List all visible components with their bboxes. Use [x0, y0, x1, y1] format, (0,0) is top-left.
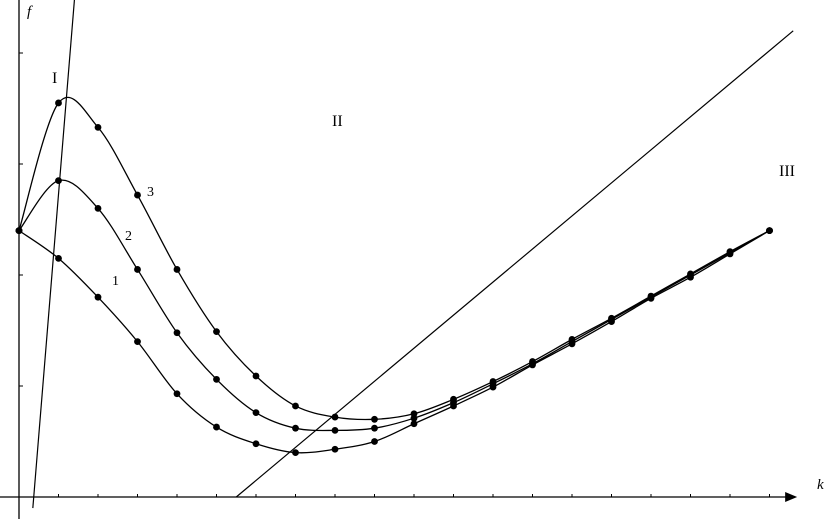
data-point-series-3 — [292, 402, 299, 410]
data-point-series-1 — [173, 390, 181, 398]
region-label-II: II — [332, 113, 343, 130]
data-point-series-3 — [687, 270, 694, 278]
reference-lines — [32, 0, 794, 509]
data-point-series-3 — [371, 415, 378, 423]
data-point-series-3 — [410, 410, 418, 418]
region-label-III: III — [779, 163, 795, 180]
data-point-series-3 — [213, 328, 220, 336]
data-point-series-1 — [292, 449, 299, 456]
axes — [0, 0, 798, 519]
data-points — [15, 99, 773, 456]
data-point-series-3 — [252, 372, 260, 380]
data-point-series-3 — [94, 123, 102, 131]
x-axis-label: k — [817, 477, 824, 493]
data-point-series-1 — [371, 438, 378, 445]
data-point-series-2 — [331, 427, 339, 434]
data-point-series-2 — [371, 424, 378, 432]
x-axis-arrow — [785, 492, 798, 502]
data-point-series-3 — [173, 266, 181, 273]
data-point-series-3 — [55, 99, 62, 107]
y-axis-label: f — [27, 4, 33, 20]
data-point-series-1 — [213, 423, 220, 431]
series-line-2 — [18, 179, 770, 432]
data-point-series-3 — [529, 358, 536, 365]
curve-label-2: 2 — [125, 229, 132, 244]
data-point-series-2 — [213, 375, 220, 383]
data-point-series-3 — [450, 395, 457, 403]
curves — [18, 96, 770, 454]
data-point-series-1 — [410, 420, 418, 428]
data-point-series-1 — [94, 293, 102, 301]
data-point-series-2 — [252, 409, 260, 417]
data-point-series-2 — [134, 266, 141, 273]
data-point-series-3 — [15, 227, 23, 235]
data-point-series-3 — [608, 314, 615, 322]
data-point-series-3 — [489, 378, 497, 385]
data-point-series-2 — [173, 329, 181, 337]
data-point-series-2 — [55, 177, 62, 185]
data-point-series-1 — [55, 254, 62, 262]
reference-line-II — [235, 30, 794, 498]
data-point-series-2 — [94, 205, 102, 212]
curve-label-1: 1 — [112, 274, 119, 289]
data-point-series-3 — [726, 248, 734, 256]
curve-label-3: 3 — [147, 185, 154, 200]
region-label-I: I — [52, 70, 57, 87]
data-point-series-3 — [331, 413, 339, 421]
reference-line-I — [32, 0, 76, 509]
data-point-series-3 — [647, 292, 655, 300]
data-point-series-3 — [568, 335, 576, 343]
data-point-series-1 — [252, 440, 260, 448]
data-point-series-2 — [292, 424, 299, 432]
data-point-series-1 — [331, 445, 339, 453]
data-point-series-1 — [134, 338, 141, 345]
axis-ticks — [19, 52, 770, 497]
series-line-1 — [18, 230, 770, 454]
data-point-series-3 — [134, 191, 141, 199]
data-point-series-3 — [766, 227, 773, 235]
